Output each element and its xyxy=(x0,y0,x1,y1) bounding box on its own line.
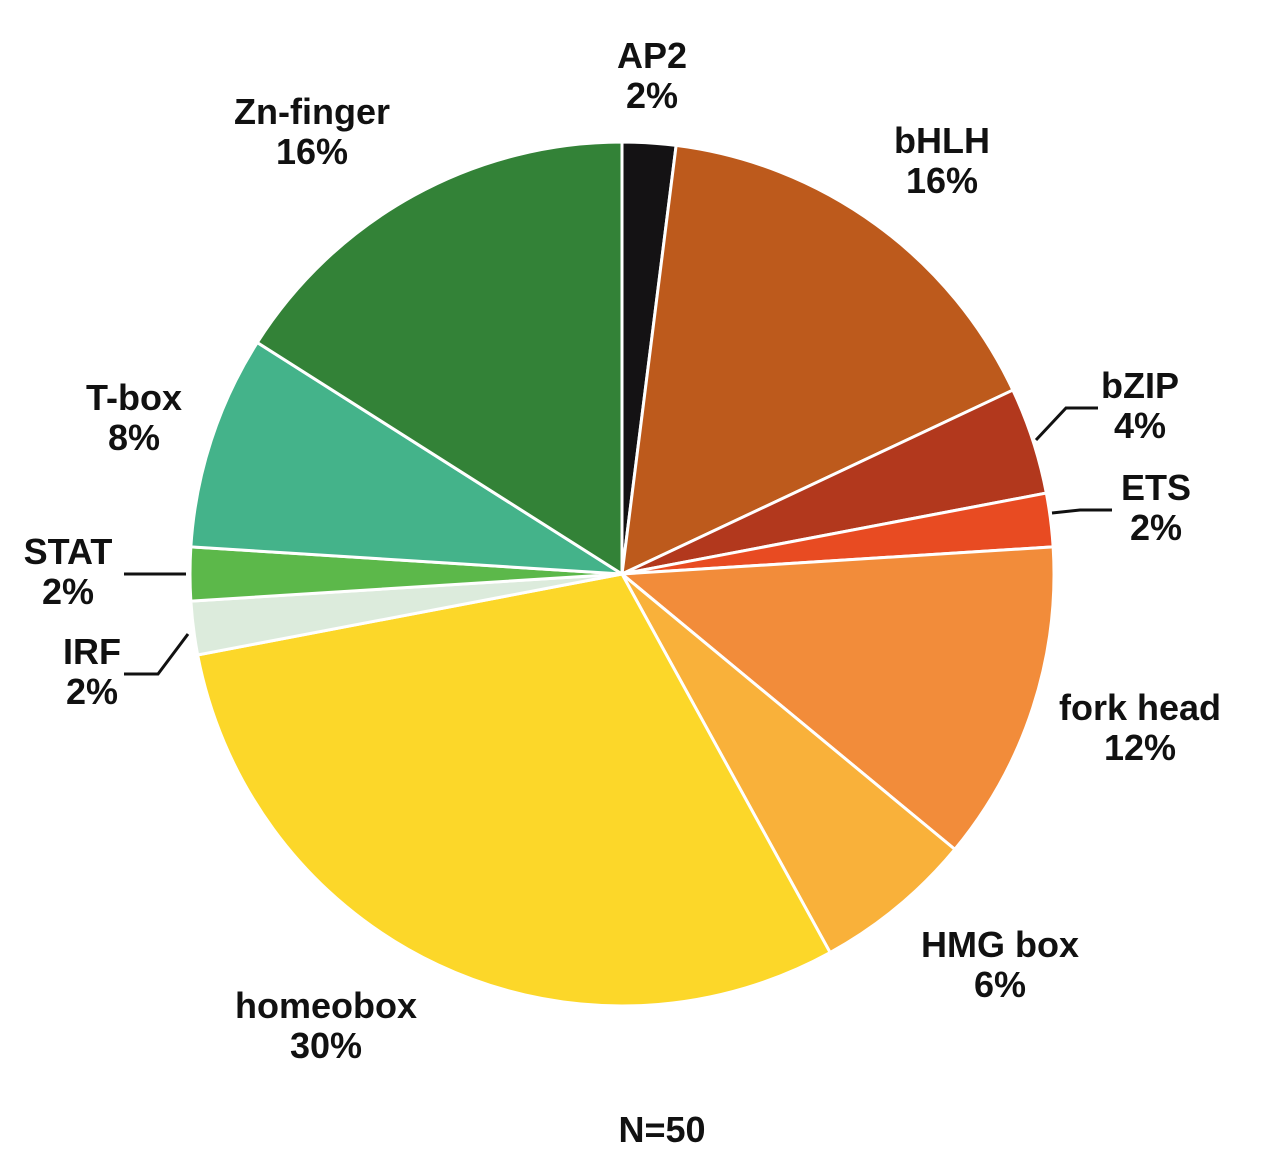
slice-label-bhlh: bHLH xyxy=(894,120,990,161)
slice-percent-hmg-box: 6% xyxy=(974,964,1026,1005)
slice-percent-ap2: 2% xyxy=(626,75,678,116)
slice-label-ets: ETS xyxy=(1121,467,1191,508)
slice-percent-fork-head: 12% xyxy=(1104,727,1176,768)
pie-slice-zn-finger xyxy=(255,140,624,577)
leader-line-ets xyxy=(1051,508,1112,515)
slice-percent-bhlh: 16% xyxy=(906,160,978,201)
slice-percent-zn-finger: 16% xyxy=(276,131,348,172)
slice-percent-irf: 2% xyxy=(66,671,118,712)
slice-percent-t-box: 8% xyxy=(108,417,160,458)
slice-label-zn-finger: Zn-finger xyxy=(234,91,390,132)
pie-slices xyxy=(188,140,1056,1008)
slice-label-t-box: T-box xyxy=(86,377,182,418)
sample-size-label: N=50 xyxy=(618,1109,705,1150)
slice-percent-ets: 2% xyxy=(1130,507,1182,548)
slice-percent-homeobox: 30% xyxy=(290,1025,362,1066)
slice-percent-bzip: 4% xyxy=(1114,405,1166,446)
leader-lines xyxy=(124,406,1112,676)
leader-line-irf xyxy=(124,633,190,676)
slice-label-homeobox: homeobox xyxy=(235,985,417,1026)
pie-slice-bhlh xyxy=(620,143,1015,577)
slice-label-hmg-box: HMG box xyxy=(921,924,1079,965)
slice-label-ap2: AP2 xyxy=(617,35,687,76)
slice-label-stat: STAT xyxy=(24,531,113,572)
slice-label-bzip: bZIP xyxy=(1101,365,1179,406)
leader-line-bzip xyxy=(1034,406,1098,442)
slice-label-fork-head: fork head xyxy=(1059,687,1221,728)
pie-slice-homeobox xyxy=(195,572,833,1008)
pie-slice-hmg-box xyxy=(620,572,957,955)
pie-slice-fork-head xyxy=(618,545,1056,852)
slice-percent-stat: 2% xyxy=(42,571,94,612)
pie-slice-t-box xyxy=(189,340,623,576)
slice-label-irf: IRF xyxy=(63,631,121,672)
